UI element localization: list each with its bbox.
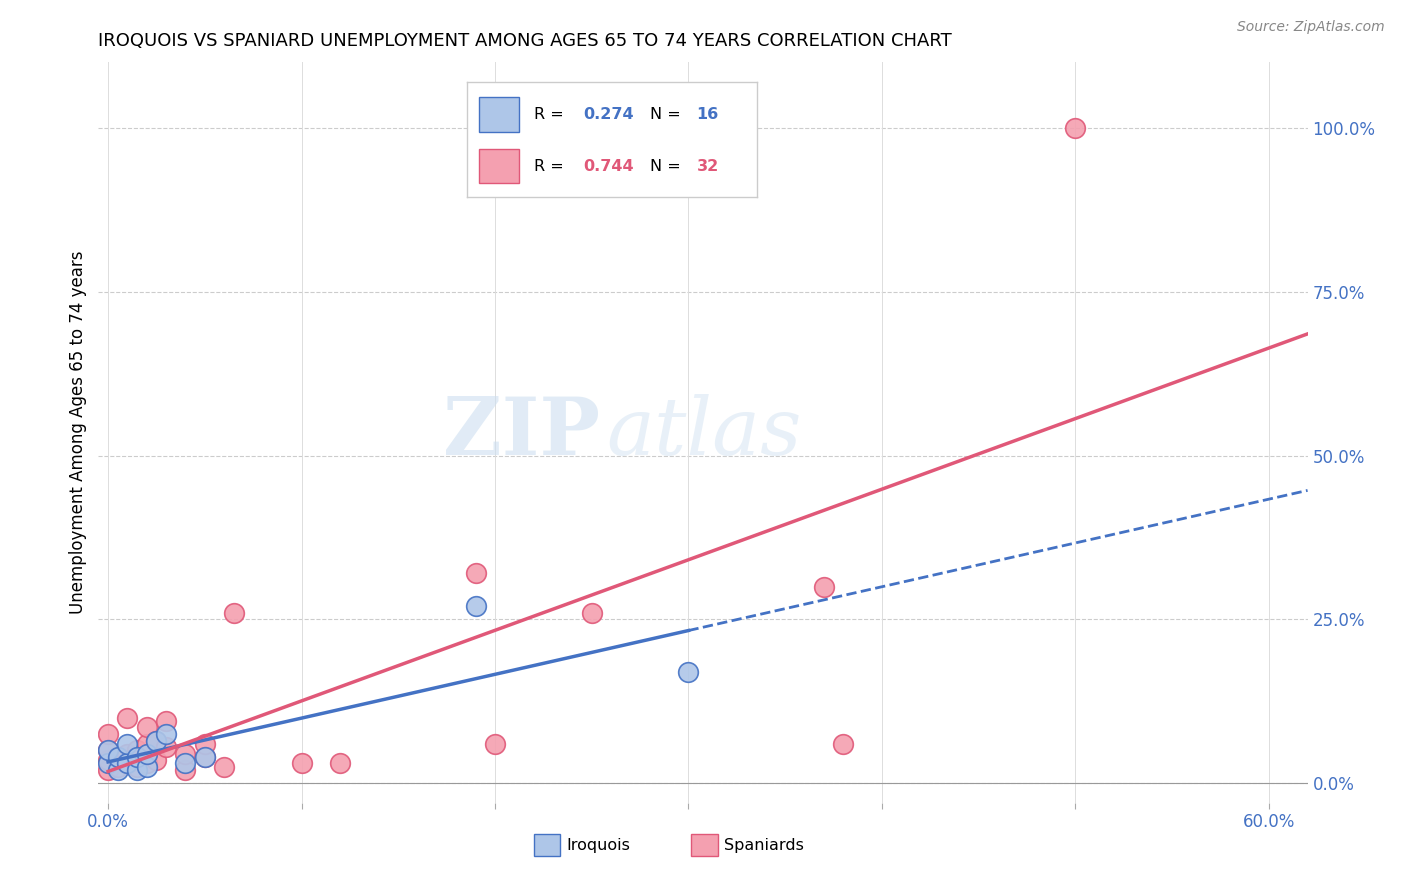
Point [194, 750, 217, 764]
Point [194, 737, 217, 751]
Point [97, 756, 120, 771]
Point [222, 606, 245, 620]
Point [97, 763, 120, 777]
Bar [690, 834, 717, 856]
Y-axis label: Unemployment Among Ages 65 to 74 years: Unemployment Among Ages 65 to 74 years [69, 251, 87, 615]
Point [145, 733, 167, 747]
Point [464, 599, 486, 614]
Point [107, 760, 129, 774]
Point [135, 756, 157, 771]
Point [145, 733, 167, 747]
Point [678, 665, 700, 679]
Text: IROQUOIS VS SPANIARD UNEMPLOYMENT AMONG AGES 65 TO 74 YEARS CORRELATION CHART: IROQUOIS VS SPANIARD UNEMPLOYMENT AMONG … [98, 32, 952, 50]
Point [155, 714, 177, 728]
Point [194, 750, 217, 764]
Point [1064, 120, 1087, 135]
Point [174, 763, 197, 777]
Text: Iroquois: Iroquois [567, 838, 630, 853]
Point [212, 760, 235, 774]
Point [97, 743, 120, 757]
Text: atlas: atlas [606, 394, 801, 471]
Point [484, 737, 506, 751]
Text: Spaniards: Spaniards [724, 838, 803, 853]
Point [117, 711, 139, 725]
Point [97, 727, 120, 741]
Point [97, 753, 120, 767]
Point [127, 750, 149, 764]
Point [107, 750, 129, 764]
Point [135, 721, 157, 735]
Point [145, 753, 167, 767]
Point [135, 737, 157, 751]
Point [155, 740, 177, 755]
Point [155, 727, 177, 741]
Point [107, 763, 129, 777]
Point [117, 737, 139, 751]
Point [832, 737, 855, 751]
Point [329, 756, 352, 771]
Point [174, 756, 197, 771]
Point [117, 747, 139, 761]
Point [135, 747, 157, 761]
Point [135, 760, 157, 774]
Point [127, 763, 149, 777]
Text: Source: ZipAtlas.com: Source: ZipAtlas.com [1237, 20, 1385, 34]
Bar [534, 834, 561, 856]
Point [117, 756, 139, 771]
Point [127, 760, 149, 774]
Point [127, 743, 149, 757]
Point [581, 606, 603, 620]
Point [290, 756, 312, 771]
Point [464, 566, 486, 581]
Point [117, 756, 139, 771]
Text: ZIP: ZIP [443, 393, 600, 472]
Point [97, 743, 120, 757]
Point [107, 750, 129, 764]
Point [813, 580, 835, 594]
Point [174, 747, 197, 761]
